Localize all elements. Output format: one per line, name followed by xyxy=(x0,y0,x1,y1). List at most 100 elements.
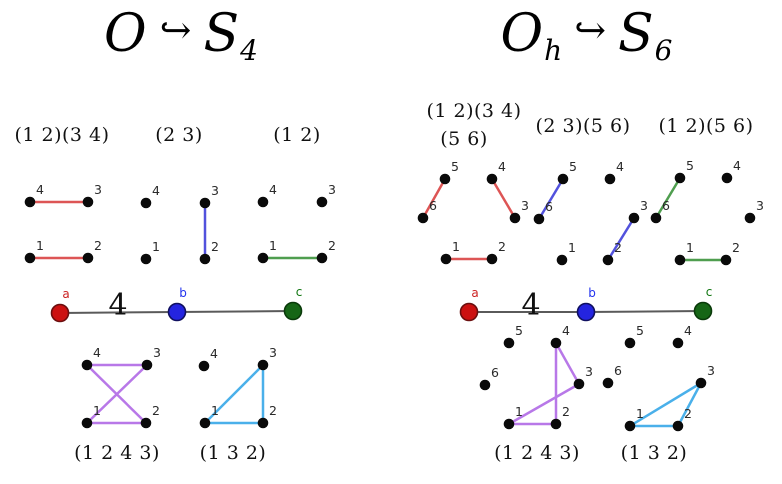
vertex-dot-1 xyxy=(24,252,36,264)
vertex-dot-2 xyxy=(720,254,732,266)
coxeter-node-label-c: c xyxy=(296,285,303,299)
coxeter-node-label-a: a xyxy=(62,287,69,301)
vertex-label-4: 4 xyxy=(36,182,44,197)
vertex-label-2: 2 xyxy=(614,240,622,255)
vertex-label-2: 2 xyxy=(94,238,102,253)
title-oh-into-s6: Oh ↪ S6 xyxy=(391,8,782,65)
vertex-label-5: 5 xyxy=(569,159,577,174)
vertex-label-1: 1 xyxy=(515,404,523,419)
cycle-label: (1 2)(3 4) xyxy=(426,100,521,122)
coxeter-edge-order: 4 xyxy=(521,288,540,323)
vertex-dot-2 xyxy=(257,417,269,429)
vertex-dot-1 xyxy=(556,254,568,266)
vertex-label-3: 3 xyxy=(211,183,219,198)
vertex-dot-3 xyxy=(509,212,521,224)
vertex-dot-4 xyxy=(140,197,152,209)
vertex-label-3: 3 xyxy=(640,198,648,213)
vertex-dot-2 xyxy=(140,417,152,429)
vertex-label-1: 1 xyxy=(36,238,44,253)
vertex-label-4: 4 xyxy=(733,158,741,173)
target-symbol: S xyxy=(203,4,240,64)
vertex-label-2: 2 xyxy=(732,240,740,255)
vertex-label-3: 3 xyxy=(153,345,161,360)
vertex-label-1: 1 xyxy=(686,240,694,255)
vertex-dot-6 xyxy=(417,212,429,224)
vertex-dot-2 xyxy=(602,254,614,266)
hookrightarrow-icon: ↪ xyxy=(159,8,192,52)
cycle-label: (5 6) xyxy=(440,128,488,150)
vertex-label-5: 5 xyxy=(686,158,694,173)
vertex-label-2: 2 xyxy=(562,404,570,419)
vertex-label-2: 2 xyxy=(211,239,219,254)
cycle-label: (1 3 2) xyxy=(200,442,267,464)
coxeter-node-a xyxy=(50,303,70,323)
vertex-dot-2 xyxy=(672,420,684,432)
vertex-dot-5 xyxy=(557,173,569,185)
vertex-dot-3 xyxy=(82,196,94,208)
vertex-dot-5 xyxy=(674,172,686,184)
vertex-dot-5 xyxy=(503,337,515,349)
vertex-label-4: 4 xyxy=(269,182,277,197)
vertex-label-3: 3 xyxy=(328,182,336,197)
vertex-label-4: 4 xyxy=(152,183,160,198)
edge-1-3 xyxy=(203,363,265,425)
coxeter-node-label-b: b xyxy=(179,286,187,300)
vertex-dot-3 xyxy=(573,378,585,390)
coxeter-node-b xyxy=(167,302,187,322)
cycle-label: (2 3) xyxy=(155,124,203,146)
vertex-dot-1 xyxy=(440,253,452,265)
vertex-label-3: 3 xyxy=(707,363,715,378)
hookrightarrow-icon: ↪ xyxy=(574,8,607,52)
vertex-label-5: 5 xyxy=(636,323,644,338)
cycle-label: (1 2) xyxy=(273,124,321,146)
group-symbol: O xyxy=(104,4,147,64)
title-o-into-s4: O ↪ S4 xyxy=(0,8,362,65)
vertex-dot-3 xyxy=(695,377,707,389)
cycle-label: (1 2 4 3) xyxy=(494,442,580,464)
vertex-dot-3 xyxy=(316,196,328,208)
vertex-label-6: 6 xyxy=(491,365,499,380)
coxeter-bond xyxy=(59,311,178,314)
vertex-dot-3 xyxy=(257,359,269,371)
target-symbol: S xyxy=(618,4,654,64)
coxeter-node-label-c: c xyxy=(706,285,713,299)
vertex-label-6: 6 xyxy=(662,198,670,213)
cycle-label: (1 2 4 3) xyxy=(74,442,160,464)
edge-6-5 xyxy=(421,177,447,220)
vertex-dot-1 xyxy=(257,252,269,264)
vertex-label-1: 1 xyxy=(152,239,160,254)
vertex-label-3: 3 xyxy=(521,198,529,213)
edge-2-3 xyxy=(606,216,636,262)
vertex-dot-4 xyxy=(486,173,498,185)
vertex-label-1: 1 xyxy=(636,406,644,421)
edge-1-3 xyxy=(507,382,581,426)
vertex-label-3: 3 xyxy=(585,364,593,379)
target-subscript: 4 xyxy=(240,34,258,67)
vertex-dot-1 xyxy=(140,253,152,265)
coxeter-node-b xyxy=(576,302,596,322)
vertex-label-4: 4 xyxy=(93,345,101,360)
vertex-label-5: 5 xyxy=(515,323,523,338)
coxeter-node-label-a: a xyxy=(471,286,478,300)
vertex-label-1: 1 xyxy=(93,403,101,418)
vertex-label-2: 2 xyxy=(684,406,692,421)
vertex-label-2: 2 xyxy=(152,403,160,418)
vertex-dot-3 xyxy=(628,212,640,224)
cycle-label: (1 2)(5 6) xyxy=(658,115,753,137)
vertex-dot-2 xyxy=(199,253,211,265)
vertex-label-4: 4 xyxy=(498,159,506,174)
vertex-label-4: 4 xyxy=(684,323,692,338)
coxeter-edge-order: 4 xyxy=(108,288,127,323)
vertex-label-4: 4 xyxy=(210,346,218,361)
vertex-label-1: 1 xyxy=(452,239,460,254)
vertex-dot-2 xyxy=(316,252,328,264)
edge-3-2 xyxy=(676,381,703,428)
vertex-label-6: 6 xyxy=(614,363,622,378)
vertex-dot-6 xyxy=(479,379,491,391)
vertex-dot-2 xyxy=(82,252,94,264)
coxeter-node-c xyxy=(693,301,713,321)
vertex-label-2: 2 xyxy=(269,403,277,418)
cycle-label: (2 3)(5 6) xyxy=(535,115,630,137)
cycle-label: (1 2)(3 4) xyxy=(14,124,109,146)
vertex-label-5: 5 xyxy=(451,159,459,174)
